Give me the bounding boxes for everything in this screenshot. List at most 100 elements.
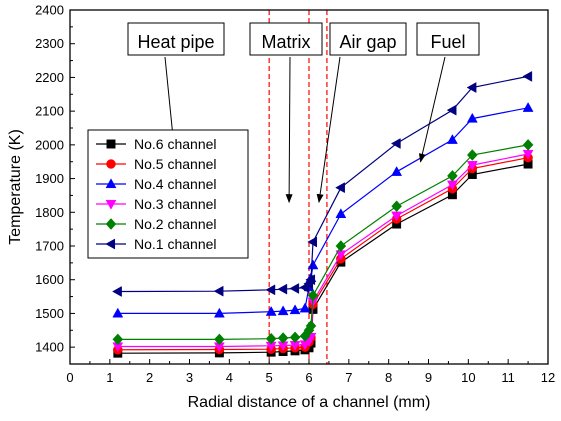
data-point xyxy=(391,166,403,176)
y-tick-label: 1800 xyxy=(35,205,64,220)
data-point xyxy=(522,70,533,82)
data-point xyxy=(522,138,534,151)
x-tick-label: 4 xyxy=(226,370,233,385)
x-tick-label: 11 xyxy=(501,370,515,385)
legend-label: No.6 channel xyxy=(134,136,217,152)
series-layer xyxy=(112,70,534,358)
data-point xyxy=(112,286,122,297)
x-tick-label: 0 xyxy=(66,370,73,385)
legend-label: No.2 channel xyxy=(134,216,217,232)
data-point xyxy=(335,182,345,194)
data-point xyxy=(305,320,317,332)
data-point xyxy=(446,104,457,116)
data-point xyxy=(307,259,319,270)
legend-item: No.6 channel xyxy=(96,136,217,152)
data-point xyxy=(277,305,289,316)
x-tick-label: 3 xyxy=(186,370,193,385)
region-label: Air gap xyxy=(339,32,396,52)
y-tick-label: 1700 xyxy=(35,239,64,254)
legend-marker xyxy=(105,199,117,210)
region-label-box xyxy=(249,22,323,56)
data-point xyxy=(391,200,402,213)
annotation-arrow xyxy=(316,56,341,204)
region-label: Fuel xyxy=(430,32,465,52)
data-point xyxy=(112,333,124,346)
y-tick-label: 1500 xyxy=(35,306,64,321)
x-tick-label: 10 xyxy=(461,370,475,385)
y-tick-label: 2400 xyxy=(35,3,64,18)
data-point xyxy=(335,208,347,219)
data-point xyxy=(522,102,534,112)
data-point xyxy=(213,285,224,297)
y-tick-label: 1900 xyxy=(35,171,64,186)
series-group xyxy=(112,138,534,346)
region-divider-lines xyxy=(268,10,328,364)
data-point xyxy=(112,307,124,318)
x-tick-label: 12 xyxy=(541,370,555,385)
region-annotations: Heat pipe Matrix Air gap Fuel xyxy=(127,22,480,204)
legend-label: No.1 channel xyxy=(134,236,217,252)
legend: No.6 channel No.5 channel No.4 channel No.3… xyxy=(87,129,249,259)
data-point xyxy=(390,138,401,149)
data-point xyxy=(335,240,347,252)
region-label-box xyxy=(127,22,225,56)
axis-ticks: 0 1 2 3 4 5 6 7 8 9 10 11 12140015001600170018001900… xyxy=(35,3,555,386)
x-tick-label: 1 xyxy=(106,370,113,385)
y-tick-label: 1400 xyxy=(35,340,64,355)
data-point xyxy=(289,304,301,315)
legend-item: No.1 channel xyxy=(96,236,217,252)
data-point xyxy=(213,307,225,318)
legend-label: No.3 channel xyxy=(134,196,217,212)
legend-item: No.4 channel xyxy=(96,176,217,192)
y-tick-label: 1600 xyxy=(35,272,64,287)
x-tick-label: 8 xyxy=(385,370,392,385)
region-label: Matrix xyxy=(262,32,311,52)
x-tick-label: 2 xyxy=(146,370,153,385)
data-point xyxy=(466,112,478,123)
legend-item: No.3 channel xyxy=(96,196,217,212)
legend-marker xyxy=(106,159,116,169)
legend-marker xyxy=(106,139,116,149)
data-point xyxy=(446,134,458,144)
legend-marker xyxy=(105,178,117,189)
data-point xyxy=(299,302,311,313)
y-tick-label: 2000 xyxy=(35,137,64,152)
data-point xyxy=(277,283,288,295)
y-tick-label: 2300 xyxy=(35,36,64,51)
data-point xyxy=(307,289,319,302)
series-group xyxy=(112,70,533,297)
y-tick-label: 2100 xyxy=(35,104,64,119)
legend-item: No.5 channel xyxy=(96,156,217,172)
region-label-box xyxy=(416,22,480,56)
legend-marker xyxy=(105,238,116,250)
legend-box xyxy=(87,129,249,259)
data-point xyxy=(265,284,276,296)
data-point xyxy=(214,333,225,346)
legend-label: No.5 channel xyxy=(134,156,217,172)
data-point xyxy=(305,274,316,286)
data-point xyxy=(447,170,458,182)
y-axis-title: Temperature (K) xyxy=(7,129,24,245)
annotation-arrow xyxy=(285,56,293,204)
legend-label: No.4 channel xyxy=(134,176,217,192)
legend-item: No.2 channel xyxy=(96,216,217,232)
y-tick-label: 2200 xyxy=(35,70,64,85)
x-tick-label: 5 xyxy=(266,370,273,385)
x-tick-label: 9 xyxy=(425,370,432,385)
legend-marker xyxy=(105,218,117,230)
data-point xyxy=(466,82,477,93)
data-point xyxy=(289,283,300,294)
x-tick-label: 7 xyxy=(345,370,352,385)
region-label-box xyxy=(329,22,407,56)
data-point xyxy=(265,306,277,316)
region-label: Heat pipe xyxy=(137,32,214,52)
data-point xyxy=(289,331,301,344)
data-point xyxy=(307,236,318,248)
data-point xyxy=(277,332,289,344)
data-point xyxy=(265,332,277,345)
x-axis-title: Radial distance of a channel (mm) xyxy=(188,394,431,411)
series-group xyxy=(112,149,534,353)
data-point xyxy=(466,149,478,161)
x-tick-label: 6 xyxy=(305,370,312,385)
